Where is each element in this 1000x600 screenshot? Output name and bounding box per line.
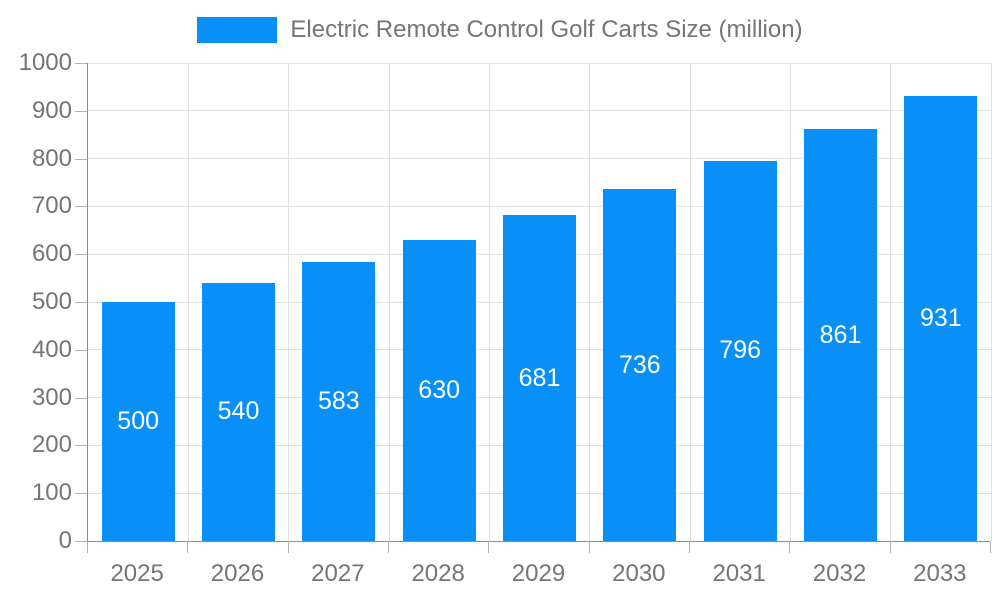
x-tick-label: 2027 [311, 560, 365, 587]
y-tick-mark [75, 493, 87, 495]
y-tick-label: 1000 [18, 49, 72, 76]
x-tick-mark [287, 541, 289, 553]
gridline-vertical [288, 63, 290, 541]
y-tick-mark [75, 541, 87, 542]
bar-value-label: 583 [317, 387, 360, 416]
bar-2032[interactable]: 861 [804, 129, 877, 541]
x-tick-mark [488, 541, 490, 553]
x-tick-mark [990, 541, 991, 553]
y-tick-mark [75, 349, 87, 351]
gridline-vertical [488, 63, 490, 541]
y-tick-mark [75, 254, 87, 256]
y-tick-label: 100 [31, 479, 72, 507]
gridline-horizontal [88, 158, 991, 160]
bar-value-label: 500 [117, 407, 160, 435]
bar-2026[interactable]: 540 [202, 282, 275, 541]
y-tick-label: 900 [31, 96, 72, 124]
x-tick-label: 2029 [511, 560, 566, 587]
x-tick-label: 2032 [812, 560, 867, 587]
x-tick-label: 2025 [110, 560, 164, 587]
x-tick-label: 2030 [612, 560, 666, 587]
x-tick-mark [87, 541, 88, 553]
y-tick-mark [75, 445, 87, 447]
bar-2033[interactable]: 931 [904, 95, 978, 541]
bar-value-label: 630 [418, 375, 461, 404]
x-tick-mark [689, 541, 690, 553]
y-tick-mark [75, 206, 87, 208]
bar-2025[interactable]: 500 [101, 302, 175, 541]
bar-2030[interactable]: 736 [603, 189, 677, 541]
bar-value-label: 681 [518, 363, 561, 392]
bar-value-label: 861 [819, 320, 862, 349]
gridline-vertical [890, 63, 892, 541]
bar-2031[interactable]: 796 [703, 160, 777, 541]
y-tick-label: 600 [31, 240, 72, 268]
legend-label: Electric Remote Control Golf Carts Size … [290, 16, 803, 43]
bar-2028[interactable]: 630 [402, 239, 476, 541]
legend[interactable]: Electric Remote Control Golf Carts Size … [0, 16, 1000, 43]
x-tick-label: 2028 [411, 560, 465, 587]
y-tick-label: 0 [58, 527, 72, 554]
y-tick-label: 800 [31, 144, 72, 172]
x-tick-mark [789, 541, 791, 553]
y-tick-mark [75, 397, 87, 399]
y-tick-label: 500 [31, 288, 72, 315]
bar-2027[interactable]: 583 [302, 262, 376, 541]
gridline-vertical [589, 63, 591, 541]
bar-value-label: 540 [217, 397, 260, 426]
bar-value-label: 736 [618, 350, 661, 379]
x-tick-label: 2026 [210, 560, 265, 587]
legend-swatch-icon [197, 16, 278, 43]
x-tick-label: 2031 [712, 560, 766, 587]
bar-value-label: 931 [919, 303, 962, 332]
y-tick-mark [75, 158, 87, 160]
x-tick-mark [388, 541, 389, 553]
y-tick-label: 400 [31, 335, 72, 363]
gridline-vertical [187, 63, 189, 541]
y-tick-mark [75, 63, 87, 64]
x-tick-mark [187, 541, 189, 553]
bar-2029[interactable]: 681 [503, 215, 576, 541]
x-tick-mark [889, 541, 891, 553]
y-tick-mark [75, 110, 87, 112]
y-tick-mark [75, 302, 87, 303]
y-tick-label: 700 [31, 192, 72, 220]
y-tick-label: 200 [31, 431, 72, 459]
plot-area: 500 540 583 630 681 736 796 861 931 [87, 62, 992, 542]
gridline-horizontal [88, 205, 991, 207]
gridline-horizontal [88, 62, 991, 64]
x-tick-mark [588, 541, 590, 553]
gridline-vertical [789, 63, 791, 541]
bar-value-label: 796 [719, 336, 762, 365]
gridline-horizontal [88, 110, 991, 112]
gridline-vertical [388, 63, 390, 541]
gridline-vertical [689, 63, 691, 541]
y-tick-label: 300 [31, 383, 72, 411]
x-tick-label: 2033 [913, 560, 967, 587]
gridline-vertical [990, 63, 992, 541]
